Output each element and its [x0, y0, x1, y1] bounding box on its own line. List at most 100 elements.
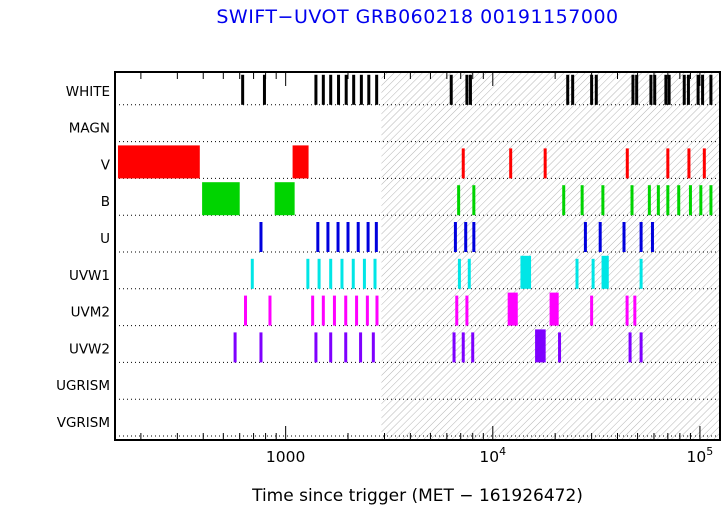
obs-tick-uvw1 [373, 258, 377, 289]
obs-tick-uvm2 [375, 295, 379, 326]
obs-tick-white [594, 74, 598, 105]
obs-tick-white [635, 74, 639, 105]
obs-tick-b [580, 185, 584, 216]
row-label-ugrism: UGRISM [56, 378, 110, 394]
obs-tick-white [686, 74, 690, 105]
x-tick-label: 1000 [266, 448, 305, 466]
obs-block-uvm2 [549, 292, 559, 326]
x-tick-label: 104 [479, 445, 506, 466]
obs-tick-uvw1 [362, 258, 366, 289]
obs-tick-uvm2 [321, 295, 325, 326]
obs-block-uvw1 [520, 255, 532, 289]
obs-tick-uvw1 [317, 258, 321, 289]
obs-tick-uvm2 [455, 295, 459, 326]
row-label-v: V [101, 157, 111, 173]
obs-tick-uvm2 [332, 295, 336, 326]
obs-tick-u [259, 222, 263, 252]
obs-tick-white [631, 74, 635, 105]
obs-tick-white [696, 74, 700, 105]
obs-tick-white [314, 74, 318, 105]
obs-tick-u [336, 222, 340, 252]
obs-tick-uvw1 [639, 258, 643, 289]
x-axis-label: Time since trigger (MET − 161926472) [252, 486, 583, 506]
obs-block-b [202, 182, 240, 216]
obs-tick-u [464, 222, 468, 252]
obs-tick-v [461, 148, 465, 179]
obs-tick-b [677, 185, 681, 216]
obs-tick-white [329, 74, 333, 105]
obs-tick-white [590, 74, 594, 105]
obs-tick-v [687, 148, 691, 179]
obs-tick-uvm2 [268, 295, 272, 326]
obs-tick-b [699, 185, 703, 216]
obs-tick-white [449, 74, 453, 105]
obs-tick-uvm2 [311, 295, 315, 326]
obs-tick-b [656, 185, 660, 216]
obs-tick-uvm2 [244, 295, 248, 326]
obs-block-v [292, 145, 309, 179]
obs-tick-u [374, 222, 378, 252]
obs-tick-uvw2 [639, 332, 643, 363]
obs-block-uvm2 [507, 292, 518, 326]
obs-tick-white [375, 74, 379, 105]
row-label-uvm2: UVM2 [71, 305, 110, 321]
obs-tick-white [682, 74, 686, 105]
obs-tick-uvm2 [590, 295, 594, 326]
obs-tick-white [653, 74, 657, 105]
obs-tick-uvw2 [452, 332, 456, 363]
obs-tick-u [472, 222, 476, 252]
obs-tick-white [571, 74, 575, 105]
row-label-b: B [101, 194, 110, 210]
row-label-u: U [100, 231, 110, 247]
obs-block-b [274, 182, 295, 216]
obs-tick-white [337, 74, 341, 105]
obs-tick-white [667, 74, 671, 105]
obs-tick-uvm2 [465, 295, 469, 326]
obs-tick-uvw1 [250, 258, 254, 289]
obs-tick-white [465, 74, 469, 105]
obs-tick-white [321, 74, 325, 105]
row-label-white: WHITE [66, 84, 110, 100]
obs-tick-white [664, 74, 668, 105]
obs-tick-u [326, 222, 330, 252]
obs-tick-b [457, 185, 461, 216]
obs-tick-u [598, 222, 602, 252]
row-label-uvw1: UVW1 [69, 268, 110, 284]
obs-tick-u [453, 222, 457, 252]
row-label-magn: MAGN [69, 121, 110, 137]
row-label-vgrism: VGRISM [57, 415, 110, 431]
obs-tick-uvw1 [591, 258, 595, 289]
plot-frame [114, 71, 721, 441]
obs-tick-white [352, 74, 356, 105]
obs-tick-uvw2 [628, 332, 632, 363]
chart-title: SWIFT−UVOT GRB060218 00191157000 [216, 6, 619, 28]
obs-tick-v [543, 148, 547, 179]
obs-tick-white [566, 74, 570, 105]
obs-tick-u [316, 222, 320, 252]
obs-tick-white [359, 74, 363, 105]
obs-tick-uvw2 [233, 332, 237, 363]
hatch-region [381, 72, 720, 440]
obs-tick-v [702, 148, 706, 179]
obs-tick-b [688, 185, 692, 216]
obs-tick-white [701, 74, 705, 105]
obs-tick-uvw2 [371, 332, 375, 363]
obs-tick-b [709, 185, 713, 216]
row-label-uvw2: UVW2 [69, 341, 110, 357]
obs-tick-uvw1 [329, 258, 333, 289]
obs-tick-u [356, 222, 360, 252]
obs-tick-uvw1 [457, 258, 461, 289]
obs-block-uvw2 [535, 329, 546, 363]
obs-tick-v [666, 148, 670, 179]
obs-tick-b [562, 185, 566, 216]
obs-tick-white [649, 74, 653, 105]
obs-tick-uvw2 [314, 332, 318, 363]
obs-tick-uvm2 [625, 295, 629, 326]
obs-block-uvw1 [601, 255, 609, 289]
obs-tick-uvm2 [355, 295, 359, 326]
obs-tick-uvw1 [575, 258, 579, 289]
obs-tick-uvw2 [471, 332, 475, 363]
obs-tick-uvw2 [359, 332, 363, 363]
obs-tick-uvm2 [344, 295, 348, 326]
